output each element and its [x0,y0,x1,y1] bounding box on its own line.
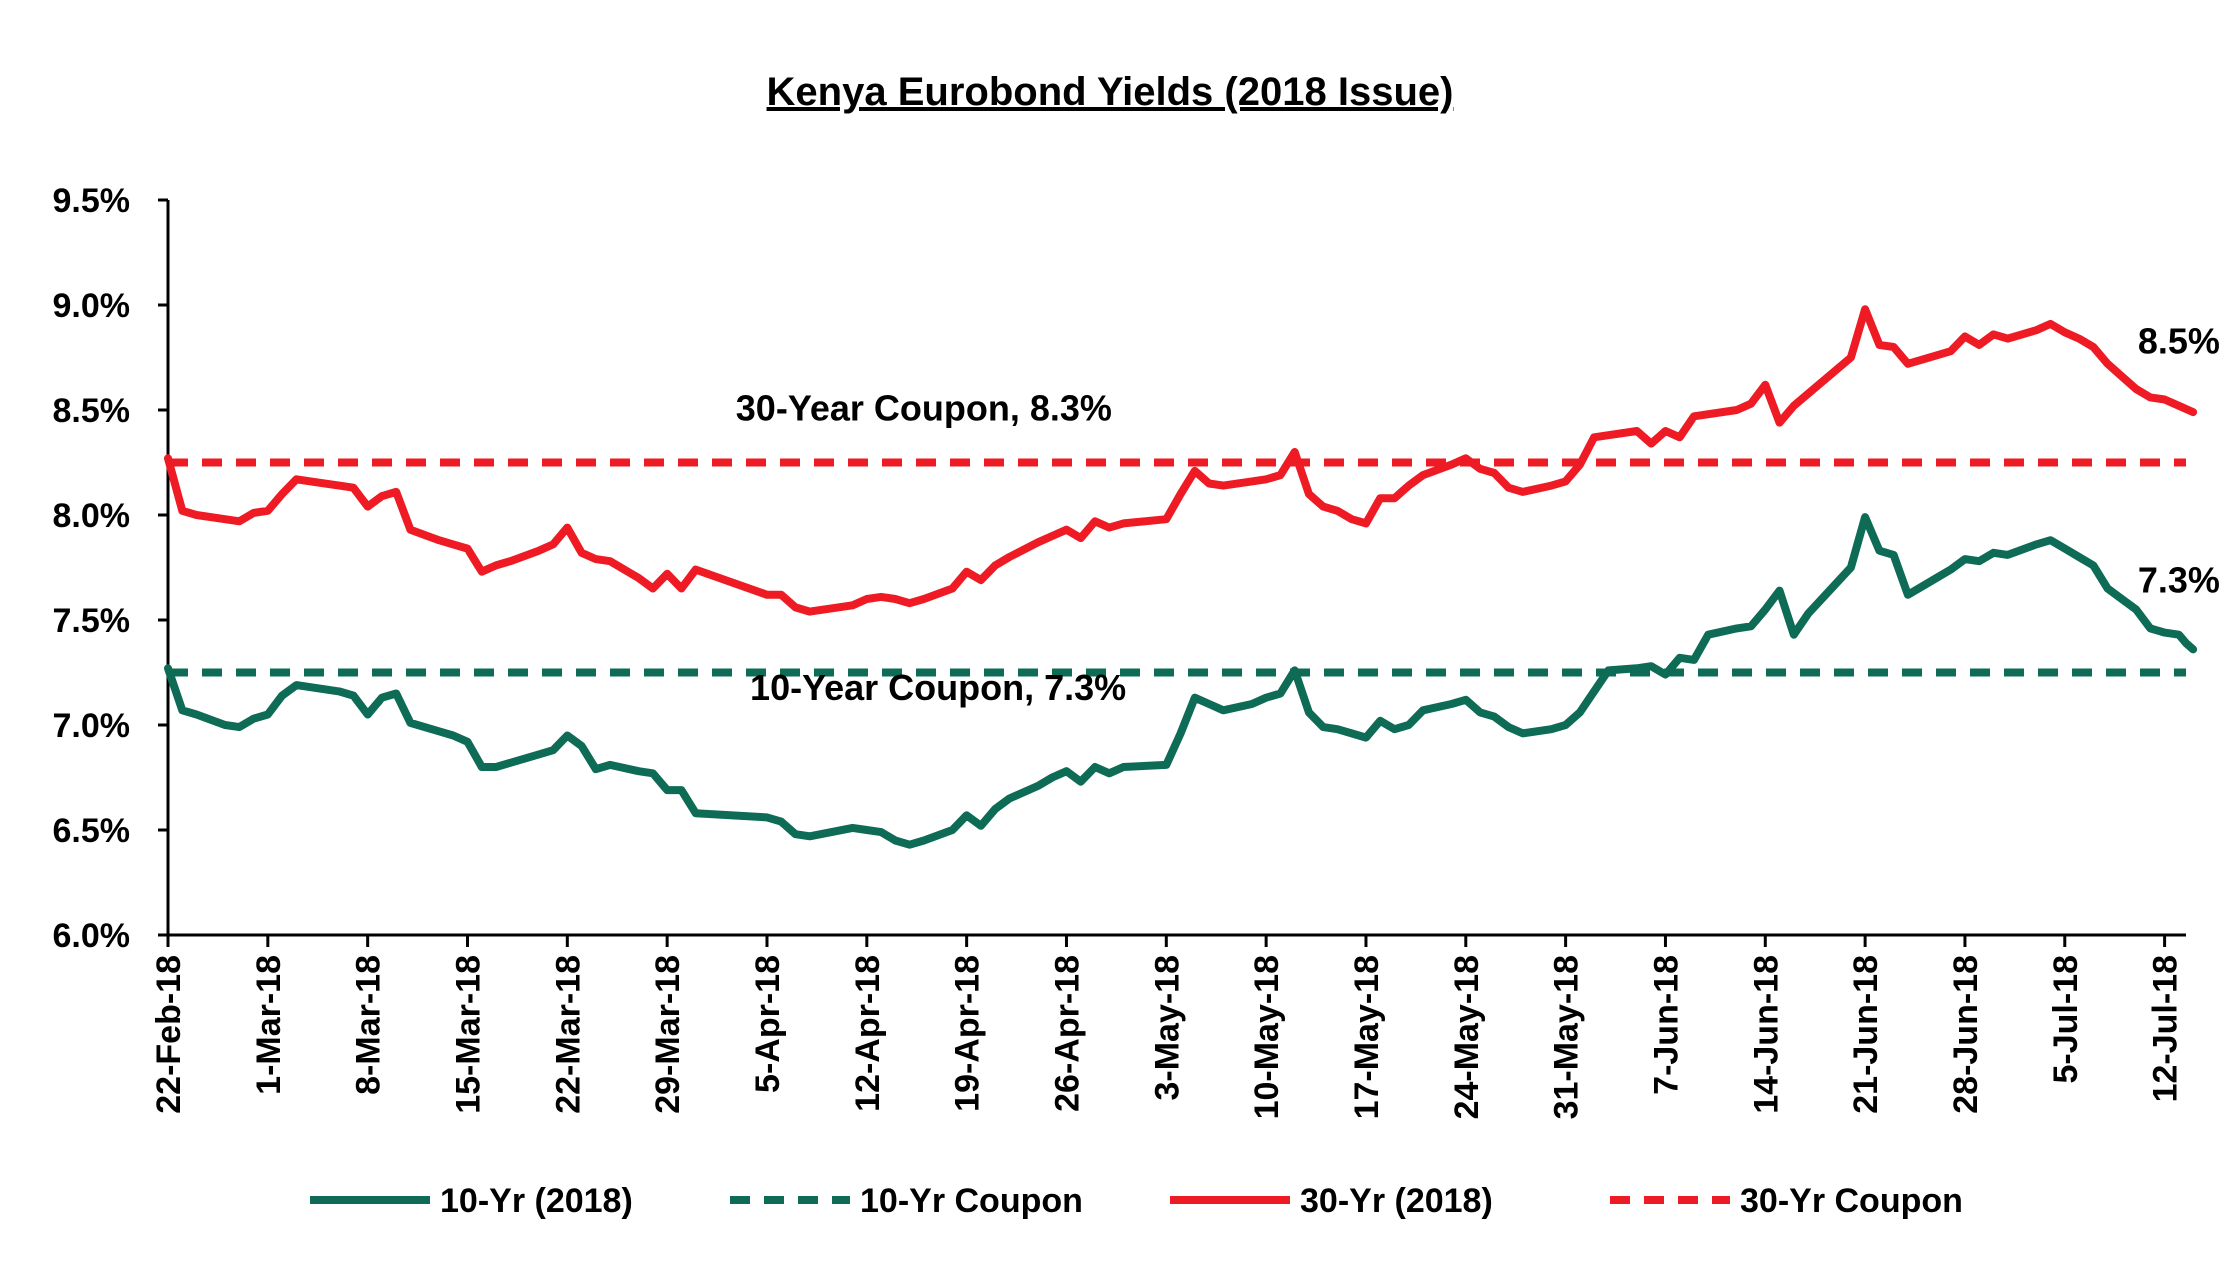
y-tick-label: 6.5% [53,812,131,850]
x-tick-label: 26-Apr-18 [1048,955,1086,1112]
x-tick-label: 22-Feb-18 [150,955,188,1114]
series-10-yr-2018-line [164,513,2198,849]
annotation-label: 30-Year Coupon, 8.3% [736,388,1112,429]
x-tick-label: 28-Jun-18 [1947,955,1985,1114]
y-tick-label: 9.0% [53,287,131,325]
x-tick-label: 19-Apr-18 [949,955,987,1112]
chart-title: Kenya Eurobond Yields (2018 Issue) [767,70,1454,114]
x-tick-label: 22-Mar-18 [549,955,587,1114]
x-tick-label: 17-May-18 [1348,955,1386,1119]
legend-label: 10-Yr (2018) [440,1182,633,1220]
y-tick-label: 9.5% [53,182,131,220]
x-tick-label: 14-Jun-18 [1747,955,1785,1114]
y-axis-ticks: 9.5% 9.0% 8.5% 8.0% 7.5% 7.0% 6.5% 6.0% [53,182,168,955]
x-tick-label: 12-Jul-18 [2147,955,2185,1102]
legend: 10-Yr (2018) 10-Yr Coupon 30-Yr (2018) 30-Y… [310,1182,1963,1220]
x-tick-label: 1-Mar-18 [250,955,288,1095]
x-tick-label: 24-May-18 [1448,955,1486,1119]
annotation-label: 10-Year Coupon, 7.3% [750,667,1126,708]
x-tick-label: 15-Mar-18 [449,955,487,1114]
x-tick-label: 10-May-18 [1248,955,1286,1119]
y-tick-label: 6.0% [53,917,131,955]
y-tick-label: 8.0% [53,497,131,535]
y-tick-label: 8.5% [53,392,131,430]
legend-label: 10-Yr Coupon [860,1182,1083,1220]
x-tick-label: 12-Apr-18 [849,955,887,1112]
y-tick-label: 7.0% [53,707,131,745]
x-tick-label: 5-Jul-18 [2047,955,2085,1084]
series-layer [164,305,2198,849]
x-tick-label: 7-Jun-18 [1647,955,1685,1095]
annotation-label: 8.5% [2138,320,2220,361]
series-30-yr-2018-line [164,305,2198,616]
x-tick-label: 5-Apr-18 [749,955,787,1093]
x-tick-label: 3-May-18 [1148,955,1186,1101]
x-tick-label: 29-Mar-18 [649,955,687,1114]
x-axis-ticks: 22-Feb-18 1-Mar-18 8-Mar-18 15-Mar-18 22-Mar… [150,935,2185,1119]
legend-label: 30-Yr (2018) [1300,1182,1493,1220]
x-tick-label: 31-May-18 [1548,955,1586,1119]
x-tick-label: 8-Mar-18 [350,955,388,1095]
legend-label: 30-Yr Coupon [1740,1182,1963,1220]
annotations: 30-Year Coupon, 8.3% 10-Year Coupon, 7.3%… [736,320,2220,708]
y-tick-label: 7.5% [53,602,131,640]
annotation-label: 7.3% [2138,560,2220,601]
x-tick-label: 21-Jun-18 [1847,955,1885,1114]
